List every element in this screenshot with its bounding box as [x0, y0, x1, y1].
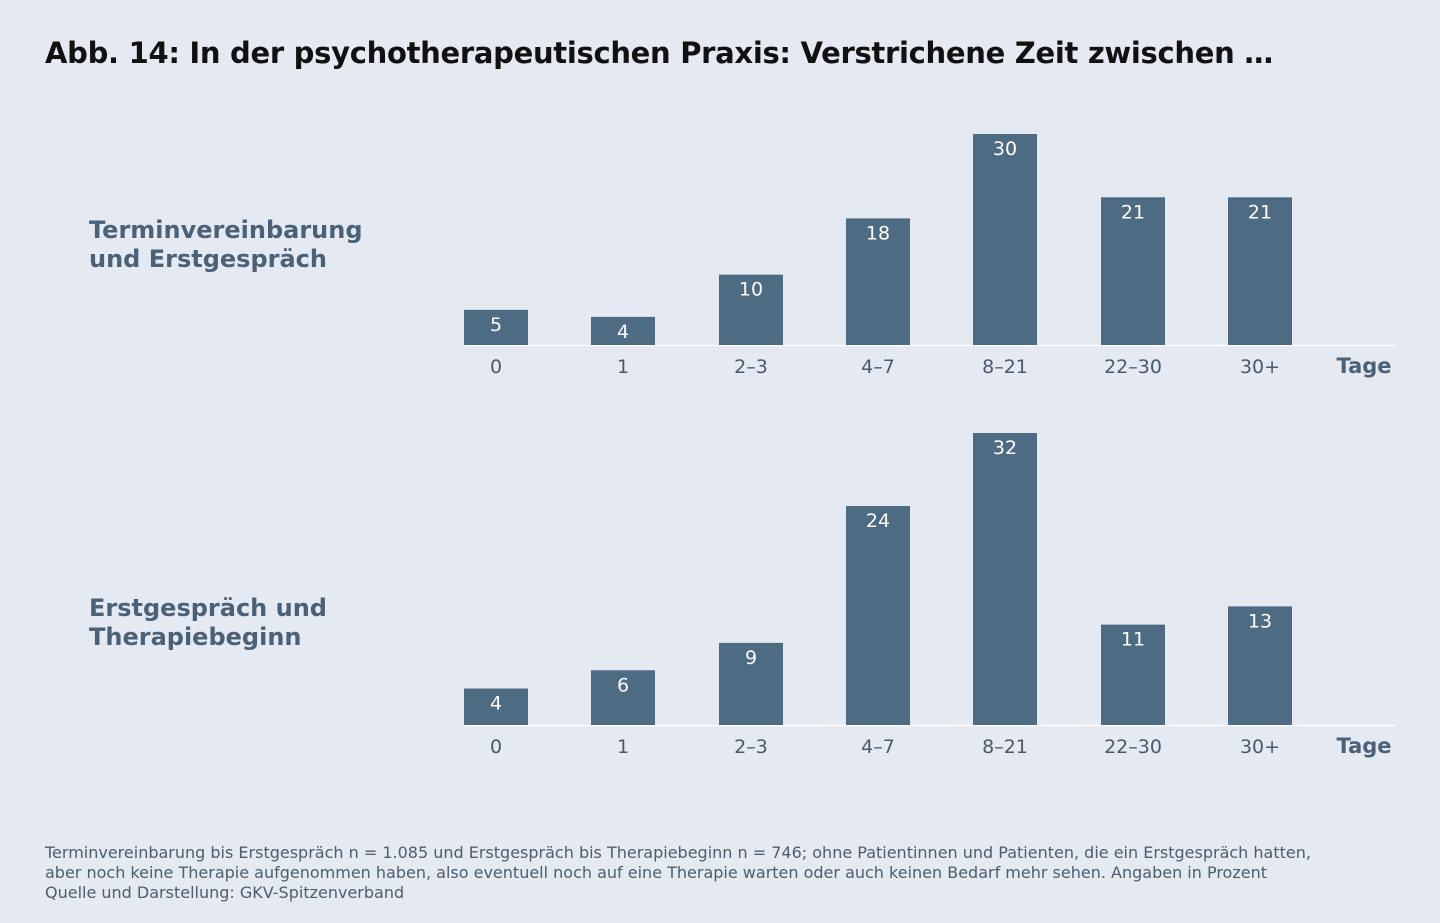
bar — [591, 670, 655, 725]
x-axis-label: Tage — [1336, 734, 1391, 758]
x-tick-label: 8–21 — [982, 356, 1028, 378]
x-tick-label: 22–30 — [1104, 736, 1162, 758]
footnote: Terminvereinbarung bis Erstgespräch n = … — [45, 843, 1405, 903]
footnote-line: aber noch keine Therapie aufgenommen hab… — [45, 863, 1267, 882]
x-tick-label: 22–30 — [1104, 356, 1162, 378]
footnote-line: Quelle und Darstellung: GKV-Spitzenverba… — [45, 883, 405, 902]
x-tick-label: 4–7 — [861, 356, 895, 378]
footnote-line: Terminvereinbarung bis Erstgespräch n = … — [45, 843, 1311, 862]
chart-title: Abb. 14: In der psychotherapeutischen Pr… — [45, 36, 1273, 70]
bar — [1228, 197, 1292, 345]
row-label-line: Terminvereinbarung — [89, 216, 363, 244]
row-label-line: Erstgespräch und — [89, 594, 327, 622]
data-label: 13 — [1248, 610, 1272, 632]
bar — [591, 316, 655, 345]
data-label: 5 — [490, 314, 502, 336]
data-label: 4 — [617, 321, 629, 343]
data-label: 4 — [490, 693, 502, 715]
data-label: 10 — [739, 279, 763, 301]
bar — [973, 433, 1037, 725]
data-label: 21 — [1248, 201, 1272, 223]
row-label-line: Therapiebeginn — [89, 623, 302, 651]
data-label: 30 — [993, 138, 1017, 160]
x-tick-label: 4–7 — [861, 736, 895, 758]
bar — [846, 506, 910, 725]
row-label-terminvereinbarung: Terminvereinbarung und Erstgespräch — [89, 216, 409, 274]
bar — [973, 134, 1037, 345]
data-label: 32 — [993, 437, 1017, 459]
x-tick-label: 30+ — [1240, 356, 1280, 378]
data-label: 6 — [617, 674, 629, 696]
x-tick-label: 8–21 — [982, 736, 1028, 758]
x-axis-label: Tage — [1336, 354, 1391, 378]
row-label-erstgespraech: Erstgespräch und Therapiebeginn — [89, 594, 409, 652]
data-label: 9 — [745, 647, 757, 669]
bar — [1101, 197, 1165, 345]
bar — [464, 309, 528, 345]
bar — [846, 218, 910, 345]
data-label: 11 — [1121, 629, 1145, 651]
x-tick-label: 2–3 — [734, 356, 768, 378]
x-tick-label: 1 — [617, 736, 629, 758]
bar — [719, 642, 783, 725]
bar — [464, 688, 528, 725]
row-label-line: und Erstgespräch — [89, 245, 327, 273]
x-tick-label: 30+ — [1240, 736, 1280, 758]
x-tick-label: 0 — [490, 736, 502, 758]
x-tick-label: 2–3 — [734, 736, 768, 758]
x-tick-label: 1 — [617, 356, 629, 378]
data-label: 18 — [866, 222, 890, 244]
bar — [719, 274, 783, 345]
x-tick-label: 0 — [490, 356, 502, 378]
bar — [1228, 606, 1292, 725]
bar — [1101, 624, 1165, 725]
data-label: 24 — [866, 510, 890, 532]
data-label: 21 — [1121, 201, 1145, 223]
